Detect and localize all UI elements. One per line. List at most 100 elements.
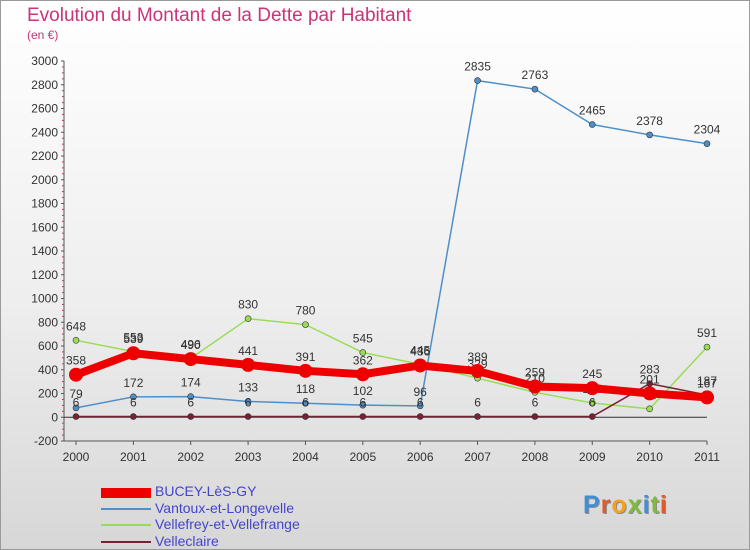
data-label: 2378 <box>636 114 663 128</box>
data-point <box>531 413 539 420</box>
chart-title: Evolution du Montant de la Dette par Hab… <box>27 5 412 26</box>
data-label: 2763 <box>522 68 549 82</box>
data-point <box>646 405 653 413</box>
x-tick-label: 2004 <box>292 450 319 464</box>
data-label: 539 <box>123 332 143 346</box>
data-point <box>588 399 596 407</box>
data-point <box>183 352 198 367</box>
data-label: 201 <box>640 372 660 386</box>
data-point <box>130 413 137 420</box>
y-tick-label: 1200 <box>31 268 58 282</box>
data-label: 6 <box>589 396 596 410</box>
data-label: 389 <box>468 350 488 364</box>
data-point <box>474 77 481 84</box>
data-point <box>126 346 141 361</box>
data-label: 6 <box>245 396 252 410</box>
y-tick-label: 600 <box>38 339 58 353</box>
data-point <box>588 413 596 420</box>
legend-swatch-bucey <box>101 488 151 498</box>
data-label: 441 <box>238 344 258 358</box>
x-tick-label: 2002 <box>177 450 204 464</box>
legend-label-velleclaire: Velleclaire <box>155 533 219 549</box>
data-label: 245 <box>582 367 602 381</box>
logo-letter: t <box>650 491 660 519</box>
chart-subtitle: (en €) <box>27 28 59 42</box>
series-line-1 <box>75 79 708 409</box>
x-tick-label: 2001 <box>120 450 147 464</box>
x-tick-label: 2000 <box>63 450 90 464</box>
data-point <box>187 393 195 400</box>
y-tick-label: 800 <box>38 315 58 329</box>
data-label: 2835 <box>464 60 491 74</box>
data-point <box>413 358 428 373</box>
legend-label-vellefrey: Vellefrey-et-Vellefrange <box>155 516 300 532</box>
y-tick-label: 1800 <box>31 197 58 211</box>
data-label: 6 <box>474 396 481 410</box>
x-tick-label: 2007 <box>464 450 491 464</box>
data-point <box>241 357 256 372</box>
x-tick-label: 2005 <box>349 450 376 464</box>
data-label: 591 <box>697 326 717 340</box>
y-tick-label: 2800 <box>31 78 58 92</box>
data-label: 96 <box>414 385 428 399</box>
data-point <box>416 402 424 410</box>
data-point <box>646 131 653 139</box>
data-label: 6 <box>73 396 80 410</box>
logo-letter: i <box>642 491 651 519</box>
data-point <box>302 399 309 407</box>
data-point <box>69 367 83 382</box>
data-label: 6 <box>359 396 366 410</box>
logo-letter: P <box>583 491 601 519</box>
data-point <box>355 367 370 382</box>
legend-swatch-velleclaire <box>101 541 151 543</box>
y-tick-label: 1600 <box>31 220 58 234</box>
data-point <box>588 121 596 128</box>
data-point <box>298 363 313 378</box>
logo-letter: r <box>600 491 612 519</box>
data-point <box>130 393 137 401</box>
series-line-3 <box>75 382 708 418</box>
data-point <box>416 413 424 420</box>
data-point <box>244 398 252 405</box>
legend-swatch-vantoux <box>101 508 151 510</box>
data-point <box>72 336 80 344</box>
data-point <box>302 321 309 328</box>
data-label: 358 <box>66 354 86 368</box>
legend-label-bucey: BUCEY-LèS-GY <box>155 483 257 499</box>
x-tick-label: 2003 <box>235 450 262 464</box>
y-tick-label: 1000 <box>31 292 58 306</box>
y-tick-label: 400 <box>38 363 58 377</box>
legend-swatch-vellefrey <box>101 524 151 526</box>
data-label: 362 <box>353 353 373 367</box>
y-tick-label: 2600 <box>31 102 58 116</box>
data-label: 2304 <box>694 123 721 137</box>
data-label: 133 <box>238 380 258 394</box>
data-point <box>474 413 481 420</box>
x-tick-label: 2011 <box>694 450 720 464</box>
data-point <box>703 140 711 147</box>
data-point <box>187 413 195 420</box>
data-label: 553 <box>123 331 143 345</box>
data-label: 6 <box>302 396 309 410</box>
data-label: 6 <box>187 396 194 410</box>
x-tick-label: 2009 <box>579 450 606 464</box>
data-label: 118 <box>296 382 315 396</box>
data-point <box>72 413 80 420</box>
data-label: 172 <box>123 376 143 390</box>
y-tick-label: 1400 <box>31 244 58 258</box>
data-point <box>244 315 252 322</box>
data-label: 6 <box>130 396 137 410</box>
data-point <box>700 390 714 405</box>
x-tick-label: 2010 <box>636 450 663 464</box>
data-label: 2465 <box>579 104 606 118</box>
data-point <box>470 364 485 379</box>
y-tick-label: 2400 <box>31 125 58 139</box>
x-tick-label: 2006 <box>407 450 434 464</box>
data-label: 496 <box>181 337 201 351</box>
data-label: 174 <box>181 376 201 390</box>
y-tick-label: -200 <box>34 434 58 448</box>
data-point <box>703 343 711 351</box>
data-label: 259 <box>525 365 545 379</box>
data-label: 167 <box>697 376 717 390</box>
